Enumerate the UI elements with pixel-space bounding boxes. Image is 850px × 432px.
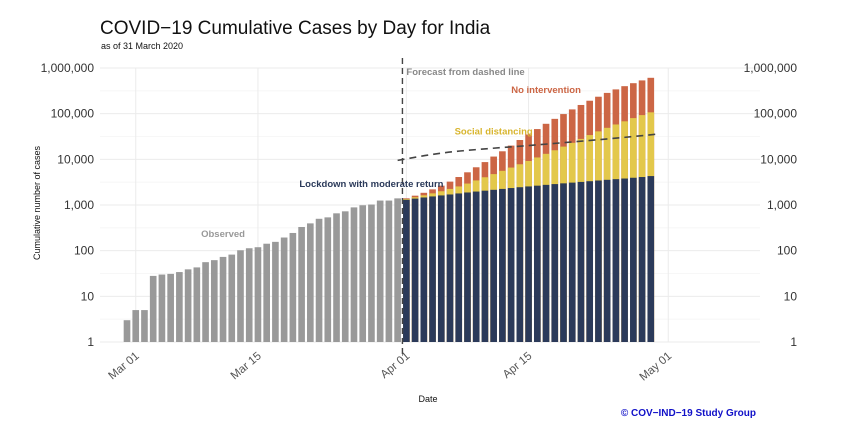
x-tick-label: Mar 15 [229,350,264,382]
lockdown-bar [481,190,489,342]
lockdown-bar [446,194,454,342]
observed-bar [341,211,349,342]
y-tick-label-right: 100 [777,244,797,258]
chart-subtitle: as of 31 March 2020 [101,41,183,51]
observed-bar [193,267,201,342]
x-tick-label: Apr 15 [501,350,535,381]
annotation-label: Observed [201,229,245,240]
credit-label: © COV−IND−19 Study Group [621,408,756,419]
observed-bar [158,274,166,342]
observed-bar [219,256,227,342]
lockdown-bar [568,182,576,342]
observed-bar [149,275,157,342]
lockdown-bar [420,197,428,342]
lockdown-bar [612,179,620,342]
observed-bar [394,198,401,342]
annotations: Observed Lockdown with moderate return Soc… [201,67,581,240]
lockdown-bar [411,198,419,342]
lockdown-bar [647,176,655,342]
observed-bar [315,218,323,342]
lockdown-bar [429,196,436,342]
lockdown-bar [499,188,506,342]
x-axis-title: Date [418,394,437,404]
lockdown-bar [490,189,497,342]
observed-bar [210,260,218,342]
chart-title: COVID−19 Cumulative Cases by Day for Ind… [100,18,491,39]
y-tick-label-right: 1,000,000 [744,61,798,75]
observed-bar [324,217,332,342]
x-tick-label: May 01 [638,350,675,383]
y-axis-title: Cumulative number of cases [32,145,42,260]
annotation-label: Forecast from dashed line [406,67,524,78]
lockdown-bar [603,179,611,342]
observed-bar [228,254,236,342]
y-tick-label-right: 10,000 [760,152,797,166]
observed-bar [333,213,340,342]
bars [123,77,655,343]
observed-bar [254,247,262,342]
observed-bar [176,272,183,342]
y-tick-label-right: 1 [790,335,797,349]
y-axis-right: 1 10 100 1,000 10,000 100,000 1,000,000 [744,61,798,349]
y-tick-label-right: 100,000 [754,107,798,121]
lockdown-bar [638,177,646,342]
lockdown-bar [551,184,559,342]
lockdown-bar [560,183,567,342]
observed-bar [350,207,358,342]
forecast-curve [397,133,660,162]
annotation-label: Lockdown with moderate return [299,179,443,190]
y-tick-label: 1,000,000 [41,61,95,75]
lockdown-bar [542,184,550,342]
observed-bar [272,241,279,342]
y-tick-label: 10 [81,289,95,303]
lockdown-bar [630,177,637,342]
annotation-label: No intervention [511,85,581,96]
lockdown-bar [464,192,471,342]
y-tick-label: 1 [87,335,94,349]
lockdown-bar [577,181,585,342]
observed-bar [289,232,297,342]
y-axis-left: 1 10 100 1,000 10,000 100,000 1,000,000 [41,61,95,349]
lockdown-bar [437,195,445,342]
observed-bar [359,205,367,342]
x-axis: Mar 01 Mar 15 Apr 01 Apr 15 May 01 [107,350,675,383]
x-tick-label: Apr 01 [379,350,413,381]
observed-bar [245,248,253,342]
observed-bar [132,310,140,342]
observed-bar [307,223,314,342]
observed-bar [280,237,288,342]
observed-bar [263,243,270,342]
observed-bar [167,273,174,342]
lockdown-bar [507,188,515,342]
observed-bar [237,250,244,342]
lockdown-bar [455,193,463,342]
y-tick-label: 10,000 [57,152,94,166]
x-tick-label: Mar 01 [107,350,142,382]
observed-bar [141,310,148,342]
y-tick-label: 100,000 [51,107,95,121]
forecast-line [397,58,660,356]
y-tick-label-right: 10 [784,289,798,303]
lockdown-bar [621,178,628,342]
observed-bar [368,204,375,342]
lockdown-bar [403,199,410,342]
y-tick-label-right: 1,000 [767,198,797,212]
lockdown-bar [525,186,532,342]
lockdown-bar [595,180,602,342]
observed-bar [376,200,384,342]
y-tick-label: 100 [74,244,94,258]
observed-bar [385,200,393,342]
lockdown-bar [533,185,541,342]
lockdown-bar [586,181,594,342]
annotation-label: Social distancing [455,126,533,137]
y-tick-label: 1,000 [64,198,94,212]
observed-bar [298,226,305,342]
lockdown-bar [472,191,480,342]
observed-bar [202,262,209,342]
observed-bar [123,320,131,342]
observed-bar [184,269,192,342]
lockdown-bar [516,187,524,342]
